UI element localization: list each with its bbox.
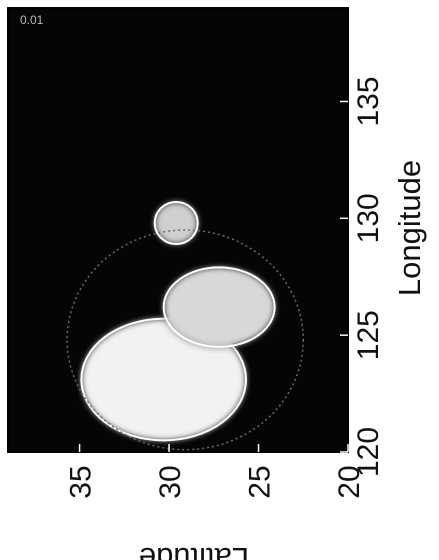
contour-layer	[66, 200, 305, 451]
x-tick-label: 130	[352, 193, 385, 243]
contour-outer-envelope	[66, 229, 305, 451]
corner-label: 0.01	[20, 13, 44, 27]
contour-outline-middle-arc	[162, 266, 276, 348]
y-axis-title: Latitude	[139, 541, 249, 560]
x-tick-label: 125	[352, 310, 385, 360]
x-axis-ticks: 120 125 130 135	[340, 76, 385, 477]
y-tick-label: 30	[154, 465, 187, 498]
contour-outline-northern-patch	[153, 200, 199, 246]
contour-outline-southern-core	[80, 317, 247, 442]
x-tick-label: 120	[352, 427, 385, 477]
plot-frame	[7, 7, 349, 453]
y-tick-label: 20	[333, 465, 366, 498]
y-tick-label: 35	[65, 465, 98, 498]
x-axis-title: Longitude	[392, 160, 427, 296]
y-tick-label: 25	[244, 465, 277, 498]
x-tick-label: 135	[352, 76, 385, 126]
y-axis-ticks: 20 25 30 35	[65, 444, 366, 499]
